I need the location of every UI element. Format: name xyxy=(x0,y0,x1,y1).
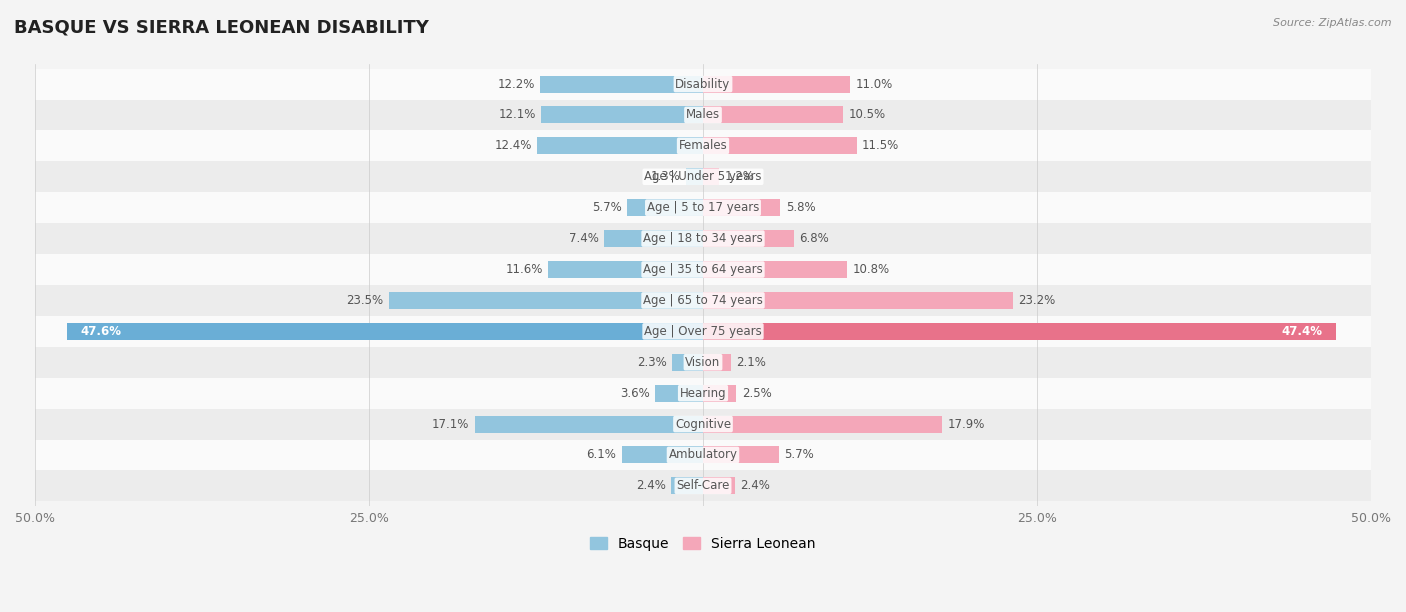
Bar xyxy=(67,323,703,340)
Bar xyxy=(627,199,703,216)
Text: Males: Males xyxy=(686,108,720,121)
Bar xyxy=(703,447,779,463)
Text: 10.5%: 10.5% xyxy=(849,108,886,121)
Bar xyxy=(703,199,780,216)
Text: BASQUE VS SIERRA LEONEAN DISABILITY: BASQUE VS SIERRA LEONEAN DISABILITY xyxy=(14,18,429,36)
Text: 23.2%: 23.2% xyxy=(1018,294,1056,307)
Text: 1.3%: 1.3% xyxy=(651,170,681,183)
Text: 2.4%: 2.4% xyxy=(636,479,665,493)
Text: 2.1%: 2.1% xyxy=(737,356,766,369)
Bar xyxy=(703,416,942,433)
Text: Age | Under 5 years: Age | Under 5 years xyxy=(644,170,762,183)
Bar xyxy=(671,477,703,494)
Bar xyxy=(703,261,848,278)
Bar xyxy=(541,106,703,124)
Bar xyxy=(703,385,737,401)
Text: Vision: Vision xyxy=(685,356,721,369)
Text: Age | 65 to 74 years: Age | 65 to 74 years xyxy=(643,294,763,307)
Bar xyxy=(35,192,1371,223)
Bar xyxy=(35,378,1371,409)
Text: 2.5%: 2.5% xyxy=(742,387,772,400)
Text: 6.8%: 6.8% xyxy=(799,232,830,245)
Text: 47.6%: 47.6% xyxy=(80,325,121,338)
Text: 5.7%: 5.7% xyxy=(785,449,814,461)
Text: 12.2%: 12.2% xyxy=(498,78,534,91)
Bar xyxy=(35,285,1371,316)
Bar xyxy=(703,354,731,371)
Bar xyxy=(35,223,1371,254)
Text: 1.2%: 1.2% xyxy=(724,170,754,183)
Bar xyxy=(548,261,703,278)
Text: 11.5%: 11.5% xyxy=(862,140,900,152)
Text: 10.8%: 10.8% xyxy=(852,263,890,276)
Bar xyxy=(655,385,703,401)
Text: 7.4%: 7.4% xyxy=(569,232,599,245)
Bar xyxy=(621,447,703,463)
Text: Age | 35 to 64 years: Age | 35 to 64 years xyxy=(643,263,763,276)
Text: Source: ZipAtlas.com: Source: ZipAtlas.com xyxy=(1274,18,1392,28)
Text: Age | Over 75 years: Age | Over 75 years xyxy=(644,325,762,338)
Legend: Basque, Sierra Leonean: Basque, Sierra Leonean xyxy=(585,531,821,556)
Text: Age | 5 to 17 years: Age | 5 to 17 years xyxy=(647,201,759,214)
Bar xyxy=(703,75,851,92)
Bar xyxy=(703,168,718,185)
Bar xyxy=(703,106,844,124)
Bar xyxy=(35,100,1371,130)
Bar xyxy=(35,316,1371,347)
Bar xyxy=(686,168,703,185)
Bar xyxy=(537,137,703,154)
Bar xyxy=(703,230,794,247)
Text: 17.9%: 17.9% xyxy=(948,417,984,431)
Text: Hearing: Hearing xyxy=(679,387,727,400)
Text: 5.7%: 5.7% xyxy=(592,201,621,214)
Text: 11.0%: 11.0% xyxy=(855,78,893,91)
Text: 17.1%: 17.1% xyxy=(432,417,470,431)
Text: 12.1%: 12.1% xyxy=(499,108,536,121)
Text: Females: Females xyxy=(679,140,727,152)
Text: Cognitive: Cognitive xyxy=(675,417,731,431)
Text: Disability: Disability xyxy=(675,78,731,91)
Text: 6.1%: 6.1% xyxy=(586,449,616,461)
Bar xyxy=(540,75,703,92)
Text: Ambulatory: Ambulatory xyxy=(668,449,738,461)
Bar xyxy=(35,439,1371,471)
Bar xyxy=(35,471,1371,501)
Bar xyxy=(703,323,1336,340)
Bar xyxy=(389,292,703,309)
Bar xyxy=(672,354,703,371)
Text: 5.8%: 5.8% xyxy=(786,201,815,214)
Bar xyxy=(35,409,1371,439)
Bar xyxy=(605,230,703,247)
Text: 47.4%: 47.4% xyxy=(1282,325,1323,338)
Text: 2.3%: 2.3% xyxy=(637,356,666,369)
Text: Age | 18 to 34 years: Age | 18 to 34 years xyxy=(643,232,763,245)
Bar xyxy=(35,130,1371,162)
Bar xyxy=(475,416,703,433)
Text: 23.5%: 23.5% xyxy=(346,294,384,307)
Text: Self-Care: Self-Care xyxy=(676,479,730,493)
Bar xyxy=(35,254,1371,285)
Bar xyxy=(703,137,856,154)
Bar xyxy=(703,292,1012,309)
Text: 3.6%: 3.6% xyxy=(620,387,650,400)
Text: 11.6%: 11.6% xyxy=(505,263,543,276)
Text: 2.4%: 2.4% xyxy=(741,479,770,493)
Text: 12.4%: 12.4% xyxy=(495,140,531,152)
Bar xyxy=(35,69,1371,100)
Bar xyxy=(35,162,1371,192)
Bar xyxy=(35,347,1371,378)
Bar xyxy=(703,477,735,494)
